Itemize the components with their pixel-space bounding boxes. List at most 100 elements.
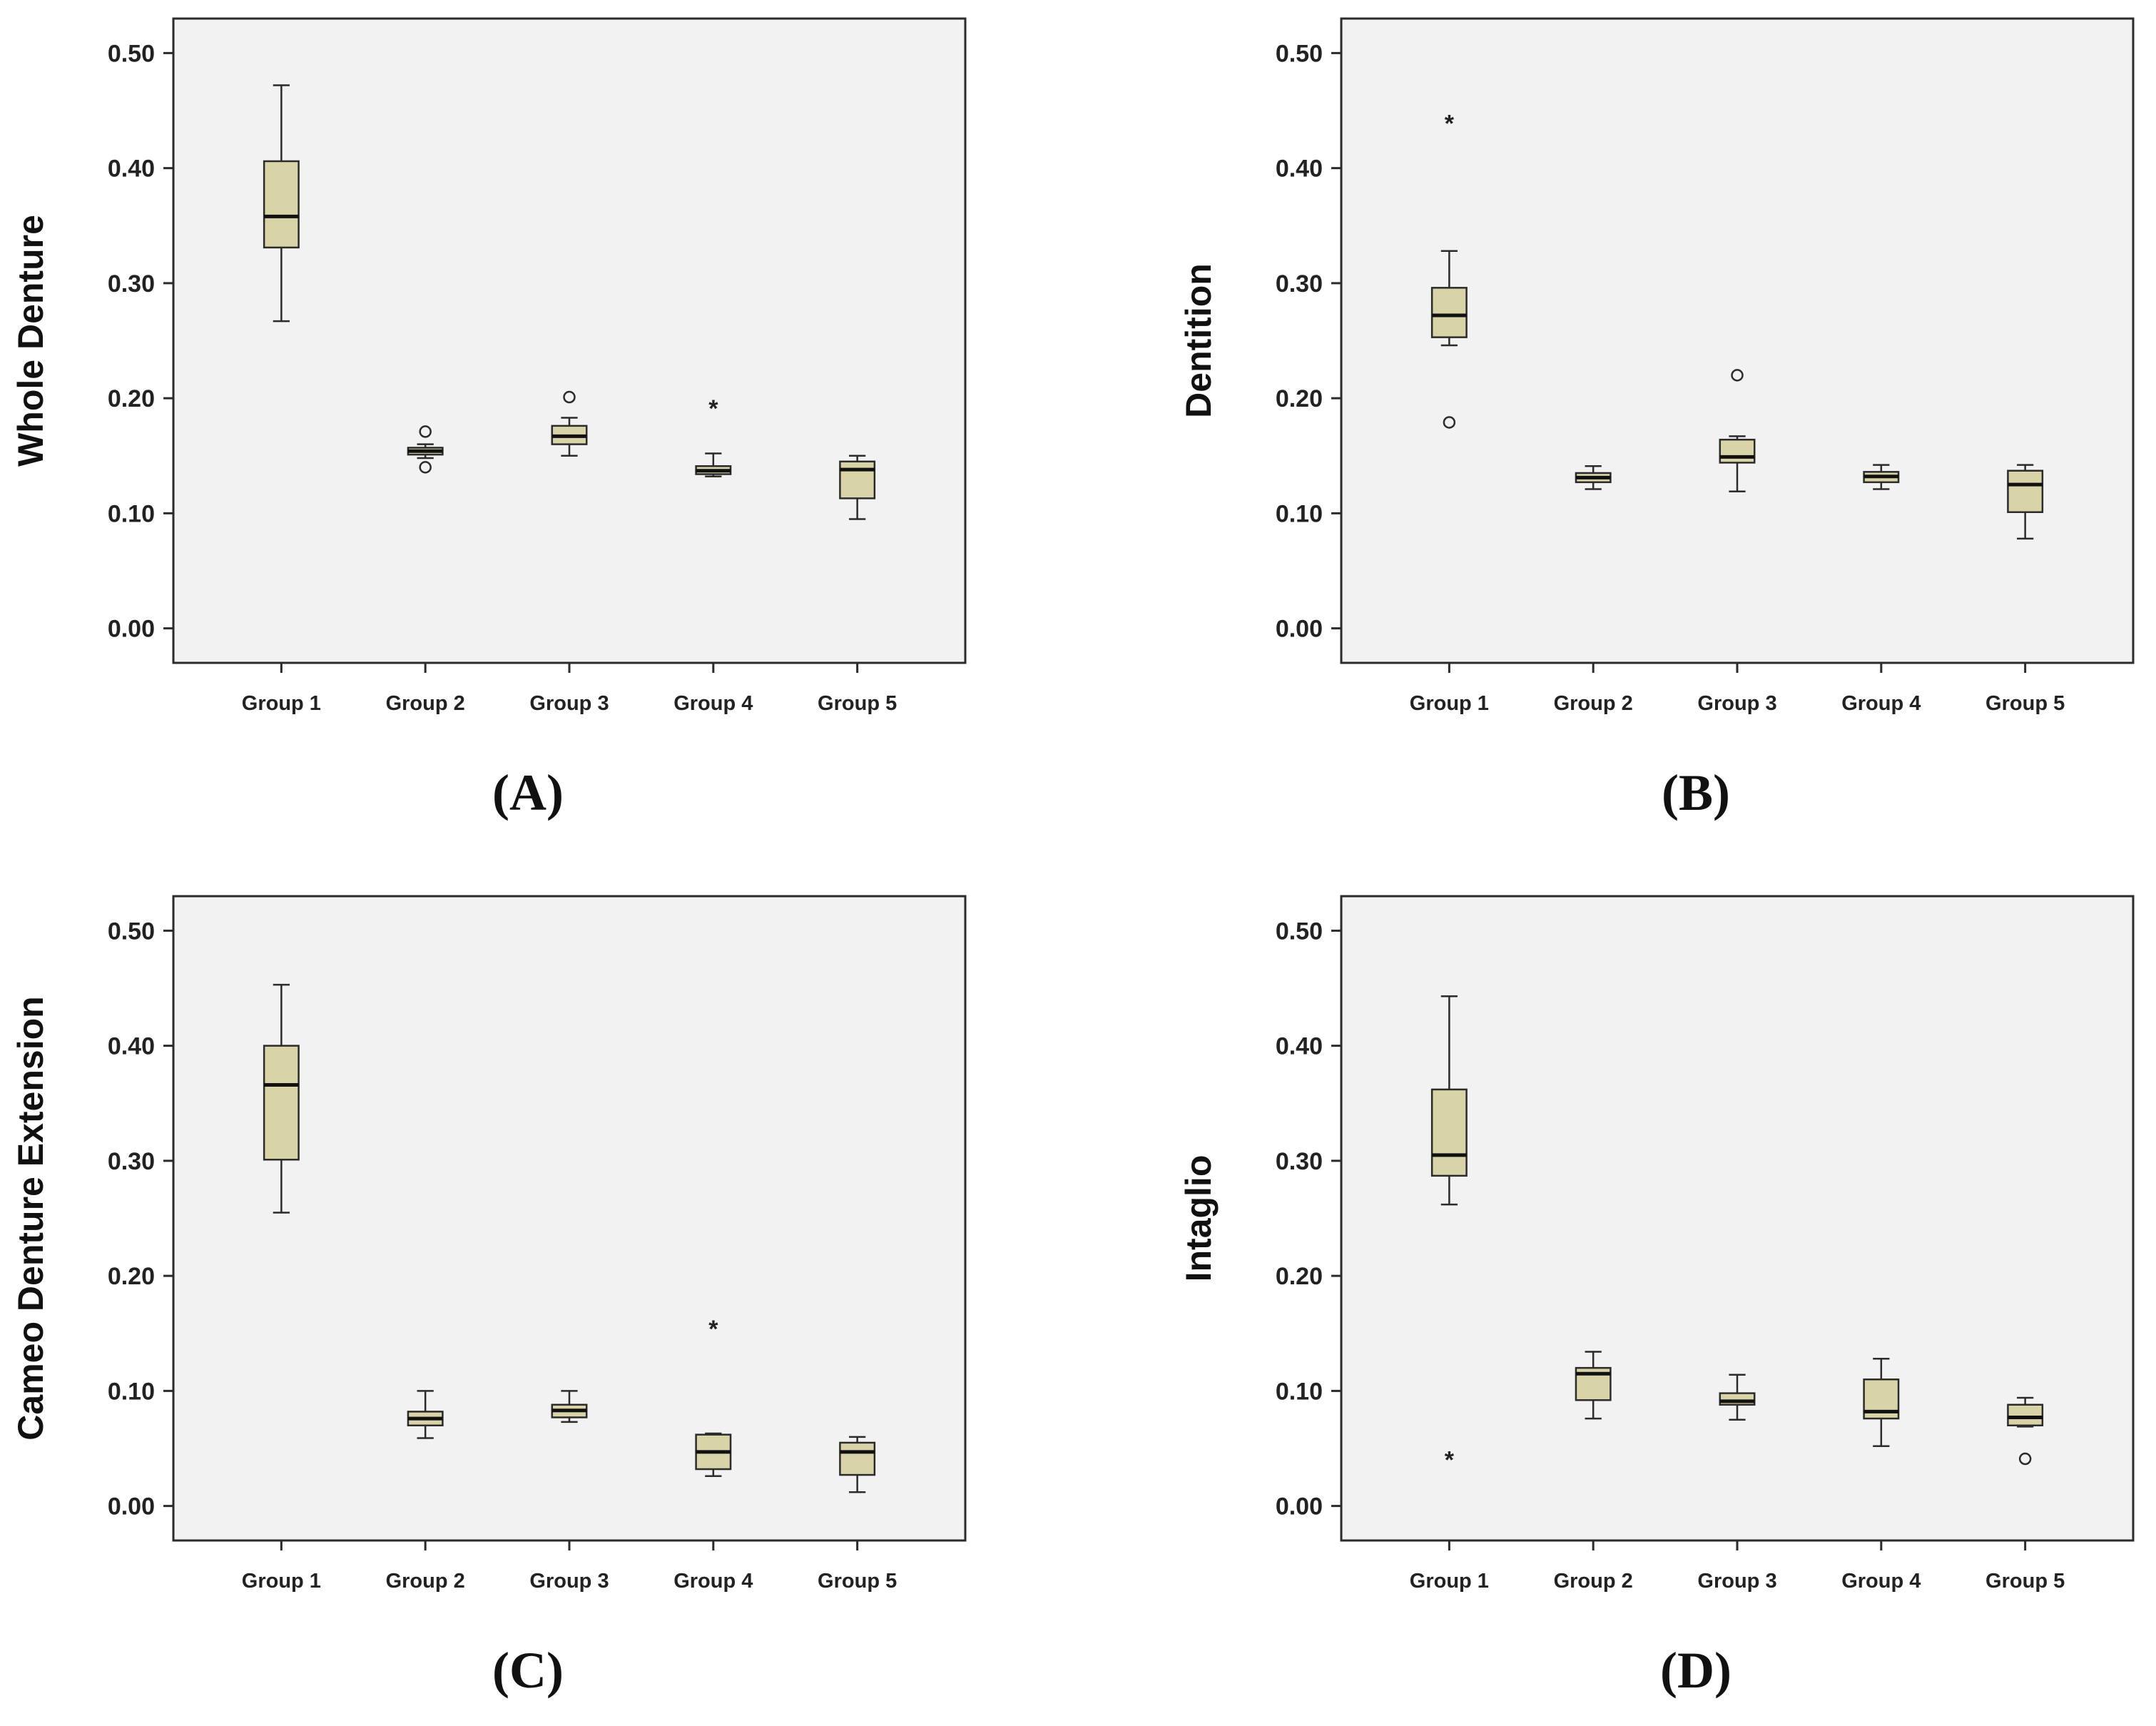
box-2 (1575, 465, 1612, 490)
y-tick-label: 0.00 (108, 616, 155, 643)
x-tick-label: Group 2 (1554, 1570, 1633, 1593)
extreme-point: * (708, 1316, 718, 1343)
plot-area (172, 17, 967, 664)
y-tick-label: 0.30 (1276, 1148, 1323, 1175)
panel-label: (A) (492, 764, 564, 821)
outlier-point (2018, 1452, 2032, 1466)
iqr-box (839, 1441, 876, 1476)
x-tick-label: Group 1 (242, 1570, 321, 1593)
box-1 (263, 983, 300, 1214)
outlier-point (563, 390, 576, 404)
x-tick-label: Group 3 (1697, 692, 1776, 715)
panel-label: (C) (492, 1642, 564, 1699)
extreme-point: * (1445, 1447, 1455, 1474)
x-tick-label: Group 3 (529, 692, 609, 715)
iqr-box (839, 460, 876, 499)
plot-area (172, 895, 967, 1542)
x-tick-label: Group 2 (386, 692, 465, 715)
box-3 (551, 1390, 588, 1423)
iqr-box (263, 1045, 300, 1161)
iqr-box (2007, 1403, 2044, 1426)
box-5 (839, 455, 876, 520)
y-tick-label: 0.10 (1276, 500, 1323, 527)
y-axis-title: Intaglio (1179, 1155, 1219, 1282)
box-1: * (1430, 995, 1468, 1474)
y-tick-label: 0.20 (108, 385, 155, 412)
y-tick-label: 0.40 (1276, 1033, 1323, 1060)
iqr-box (263, 160, 300, 249)
x-tick-label: Group 1 (1410, 692, 1489, 715)
x-tick-label: Group 4 (673, 1570, 753, 1593)
box-2 (407, 425, 444, 474)
box-1 (263, 84, 300, 323)
chart-panel-1: 0.00 0.10 0.20 0.30 0.40 0.50 Group 1 Group 2 Gr… (11, 17, 967, 821)
outlier-point (419, 425, 432, 438)
y-tick-label: 0.50 (108, 40, 155, 67)
x-tick-label: Group 1 (242, 692, 321, 715)
box-3 (1719, 369, 1756, 492)
y-tick-label: 0.40 (1276, 156, 1323, 183)
x-tick-label: Group 2 (1554, 692, 1633, 715)
chart-panel-4: 0.00 0.10 0.20 0.30 0.40 0.50 Group 1 * Group 2 G… (1179, 895, 2135, 1699)
y-axis-title: Cameo Denture Extension (11, 996, 51, 1440)
x-tick-label: Group 5 (818, 1570, 897, 1593)
box-2 (1575, 1351, 1612, 1420)
x-tick-label: Group 4 (673, 692, 753, 715)
plot-area (1340, 895, 2135, 1542)
box-5 (839, 1436, 876, 1493)
outlier-point (1731, 369, 1744, 382)
y-tick-label: 0.50 (1276, 918, 1323, 945)
y-tick-label: 0.20 (1276, 1263, 1323, 1290)
y-tick-label: 0.30 (108, 1148, 155, 1175)
y-tick-label: 0.20 (108, 1263, 155, 1290)
y-tick-label: 0.30 (108, 270, 155, 298)
box-1: * (1430, 110, 1468, 429)
y-tick-label: 0.00 (108, 1493, 155, 1521)
plot-area (1340, 17, 2135, 664)
iqr-box (1430, 287, 1468, 338)
extreme-point: * (708, 395, 718, 422)
x-tick-label: Group 3 (529, 1570, 609, 1593)
y-tick-label: 0.10 (108, 1378, 155, 1405)
chart-panel-3: 0.00 0.10 0.20 0.30 0.40 0.50 Group 1 Group 2 Gr… (11, 895, 967, 1699)
x-tick-label: Group 5 (1985, 1570, 2065, 1593)
outlier-point (419, 461, 432, 474)
chart-panel-2: 0.00 0.10 0.20 0.30 0.40 0.50 Group 1 * Group 2 G… (1179, 17, 2135, 821)
box-5 (2007, 1396, 2044, 1466)
extreme-point: * (1445, 110, 1455, 137)
box-4 (1863, 464, 1900, 490)
box-3 (551, 390, 588, 457)
y-tick-label: 0.10 (108, 500, 155, 527)
iqr-box (1719, 438, 1756, 464)
y-tick-label: 0.00 (1276, 1493, 1323, 1521)
x-tick-label: Group 5 (818, 692, 897, 715)
y-tick-label: 0.10 (1276, 1378, 1323, 1405)
x-tick-label: Group 2 (386, 1570, 465, 1593)
y-tick-label: 0.00 (1276, 616, 1323, 643)
y-tick-label: 0.50 (108, 918, 155, 945)
box-3 (1719, 1374, 1756, 1421)
y-tick-label: 0.40 (108, 1033, 155, 1060)
x-tick-label: Group 5 (1985, 692, 2065, 715)
panel-label: (B) (1662, 764, 1730, 821)
box-4: * (695, 1316, 732, 1477)
y-tick-label: 0.50 (1276, 40, 1323, 67)
iqr-box (2007, 469, 2044, 514)
y-tick-label: 0.40 (108, 156, 155, 183)
x-tick-label: Group 4 (1841, 692, 1921, 715)
y-axis-title: Whole Denture (11, 215, 51, 467)
x-tick-label: Group 4 (1841, 1570, 1921, 1593)
panel-label: (D) (1660, 1642, 1732, 1699)
y-axis-title: Dentition (1179, 263, 1219, 418)
iqr-box (1430, 1088, 1468, 1177)
box-4 (1863, 1357, 1900, 1448)
box-2 (407, 1390, 444, 1439)
x-tick-label: Group 1 (1410, 1570, 1489, 1593)
y-tick-label: 0.20 (1276, 385, 1323, 412)
box-5 (2007, 464, 2044, 540)
outlier-point (1443, 416, 1456, 429)
box-4: * (695, 395, 732, 478)
x-tick-label: Group 3 (1697, 1570, 1776, 1593)
y-tick-label: 0.30 (1276, 270, 1323, 298)
